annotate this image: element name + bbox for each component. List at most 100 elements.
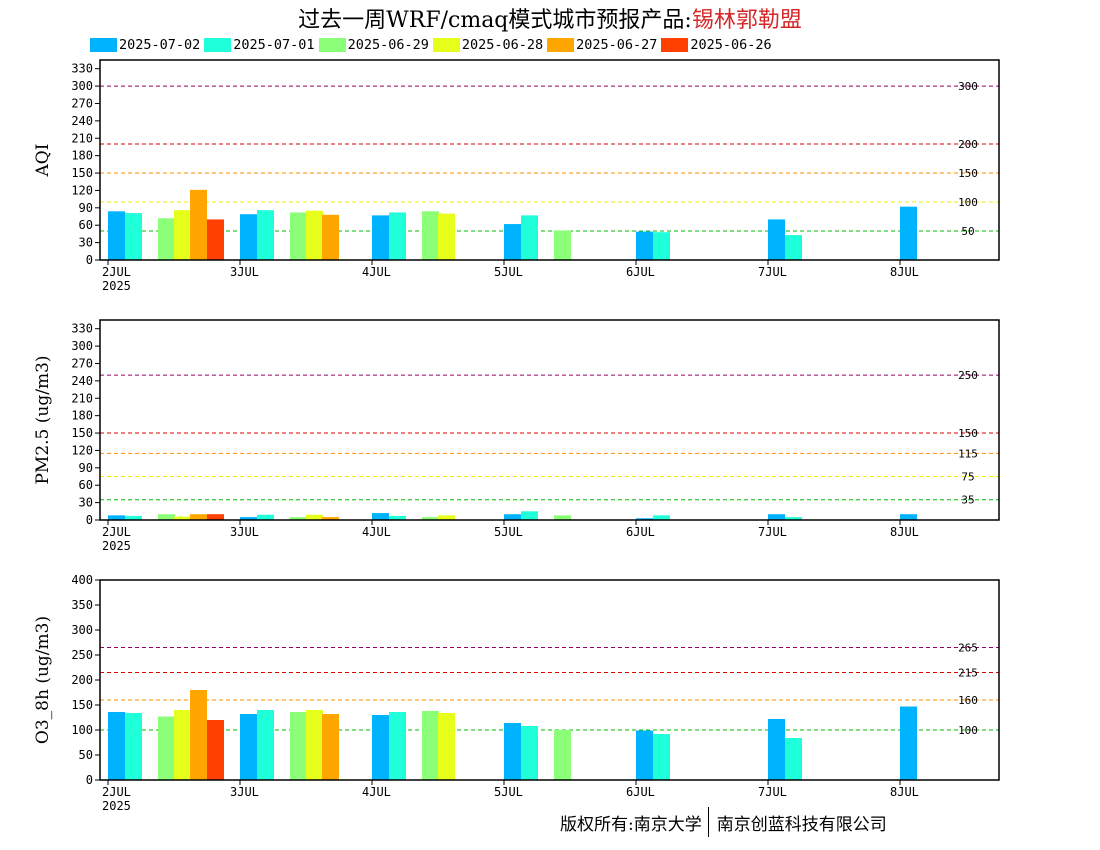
legend-item: 2025-06-29	[318, 36, 431, 54]
y-tick-label: 90	[79, 461, 93, 475]
bar	[322, 214, 339, 260]
y-tick-label: 30	[79, 236, 93, 250]
bar	[785, 517, 802, 520]
x-tick-label: 4JUL	[362, 785, 391, 799]
legend-item: 2025-06-26	[661, 36, 773, 54]
y-tick-label: 0	[86, 513, 93, 527]
legend-label: 2025-06-28	[461, 37, 544, 53]
chart-title: 过去一周WRF/cmaq模式城市预报产品:锡林郭勒盟	[0, 2, 1100, 34]
y-tick-label: 180	[71, 409, 93, 423]
bar	[372, 215, 389, 260]
bar	[306, 710, 323, 780]
y-tick-label: 0	[86, 773, 93, 787]
legend-swatch	[318, 38, 346, 52]
legend-label: 2025-06-29	[347, 37, 429, 53]
y-tick-label: 180	[71, 149, 93, 163]
bar	[257, 210, 274, 260]
bar	[174, 210, 191, 260]
bar	[290, 712, 307, 780]
x-tick-label: 8JUL	[890, 785, 919, 799]
bar	[504, 224, 521, 260]
bar	[240, 517, 257, 520]
y-tick-label: 330	[71, 322, 93, 336]
plot-frame	[99, 319, 1000, 521]
bar	[768, 719, 785, 780]
legend-label: 2025-06-26	[690, 37, 772, 53]
y-tick-label: 270	[71, 96, 93, 110]
y-tick-label: 50	[79, 748, 93, 762]
bar	[636, 231, 653, 260]
legend-item: 2025-07-01	[204, 36, 316, 54]
y-axis-label: AQI	[33, 144, 53, 178]
reference-line-label: 75	[961, 471, 974, 484]
chart-title-prefix: 过去一周WRF/cmaq模式城市预报产品:	[298, 8, 692, 33]
x-tick-label: 4JUL	[362, 525, 391, 539]
x-tick-label: 5JUL	[494, 785, 523, 799]
legend-label: 2025-06-27	[576, 37, 658, 53]
bar	[372, 715, 389, 780]
y-tick-label: 120	[71, 183, 93, 197]
bar	[389, 515, 406, 520]
x-tick-label: 7JUL	[758, 785, 787, 799]
reference-line-label: 215	[958, 667, 978, 680]
bar	[900, 514, 917, 520]
x-tick-label: 8JUL	[890, 525, 919, 539]
bar	[190, 690, 207, 780]
legend-swatch	[204, 38, 232, 52]
x-year-label: 2025	[102, 539, 131, 553]
bar	[322, 517, 339, 520]
y-tick-label: 270	[71, 356, 93, 370]
y-tick-label: 30	[79, 496, 93, 510]
bar	[785, 738, 802, 780]
legend-item: 2025-06-28	[432, 36, 545, 54]
legend: 2025-07-02 2025-07-01 2025-06-29 2025-06-28…	[90, 36, 776, 54]
reference-line-label: 200	[958, 138, 978, 151]
bar	[900, 206, 917, 260]
x-tick-label: 8JUL	[890, 265, 919, 279]
bar	[422, 711, 439, 780]
copyright-company: 南京创蓝科技有限公司	[716, 814, 887, 835]
legend-item: 2025-06-27	[547, 36, 659, 54]
bar	[504, 514, 521, 520]
bar	[290, 517, 307, 520]
x-tick-label: 3JUL	[230, 265, 259, 279]
x-tick-label: 6JUL	[626, 525, 655, 539]
reference-line-label: 115	[958, 447, 978, 460]
bar	[158, 716, 175, 780]
bar	[257, 514, 274, 520]
y-tick-label: 150	[71, 698, 93, 712]
bar	[785, 235, 802, 260]
legend-item: 2025-07-02	[90, 36, 202, 54]
bar	[190, 189, 207, 260]
bar	[438, 713, 455, 780]
bar	[125, 713, 142, 780]
plot-frame	[99, 579, 1000, 781]
bar	[504, 723, 521, 780]
x-tick-label: 6JUL	[626, 785, 655, 799]
legend-swatch	[432, 38, 460, 52]
y-tick-label: 350	[71, 598, 93, 612]
x-tick-label: 6JUL	[626, 265, 655, 279]
y-tick-label: 60	[79, 218, 93, 232]
bar	[653, 232, 670, 260]
bar	[521, 511, 538, 520]
bar	[190, 514, 207, 520]
bar	[653, 734, 670, 780]
x-tick-label: 5JUL	[494, 265, 523, 279]
x-tick-label: 2JUL	[102, 525, 131, 539]
x-tick-label: 2JUL	[102, 785, 131, 799]
bar	[174, 710, 191, 780]
bar	[554, 730, 571, 780]
reference-line-label: 265	[958, 642, 978, 655]
y-tick-label: 330	[71, 62, 93, 76]
bar	[554, 515, 571, 520]
reference-line-label: 160	[958, 694, 978, 707]
bar	[521, 215, 538, 260]
x-year-label: 2025	[102, 279, 131, 293]
bar	[158, 514, 175, 520]
y-tick-label: 400	[71, 573, 93, 587]
bar	[306, 514, 323, 520]
reference-line-label: 100	[958, 724, 978, 737]
reference-line-label: 150	[958, 167, 978, 180]
y-tick-label: 150	[71, 166, 93, 180]
